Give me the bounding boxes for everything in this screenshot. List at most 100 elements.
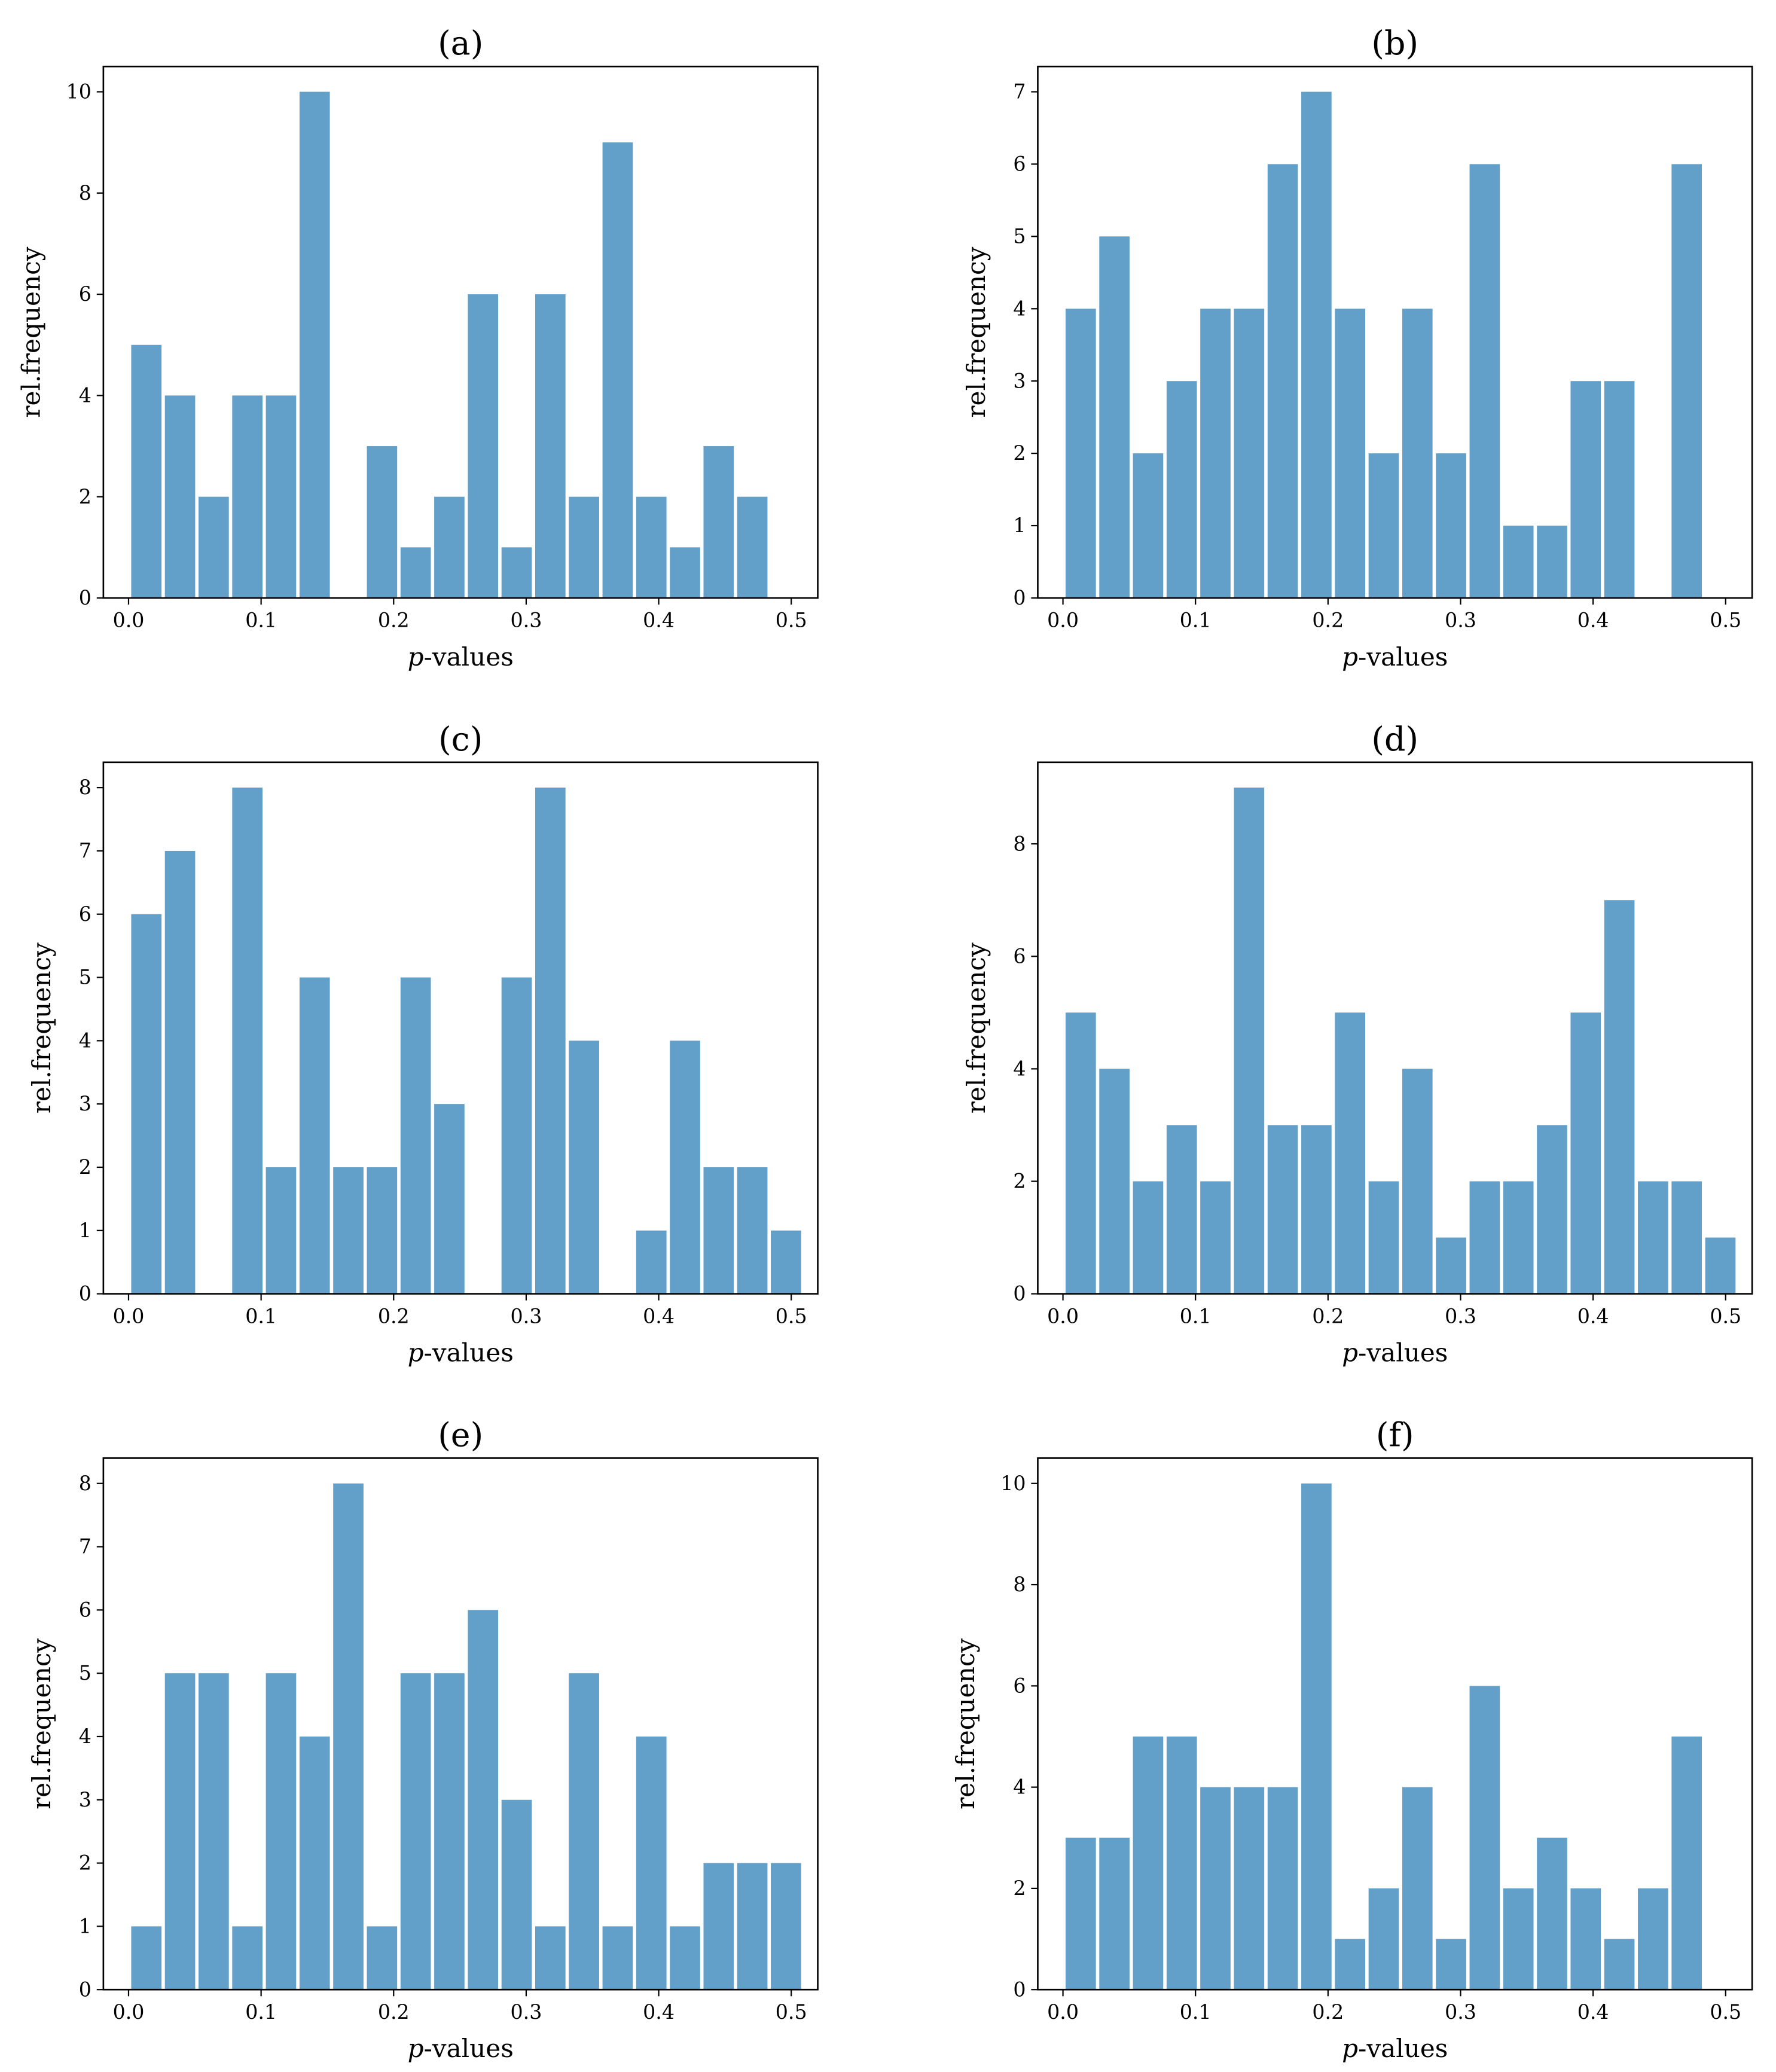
y-tick-label: 5 xyxy=(1013,224,1026,248)
bar xyxy=(1267,1125,1298,1294)
axes-frame xyxy=(1037,65,1753,599)
bar xyxy=(1301,1125,1332,1294)
x-tick-label: 0.1 xyxy=(245,2000,277,2024)
y-tick-label: 6 xyxy=(1013,152,1026,176)
x-tick-label: 0.2 xyxy=(378,609,410,632)
x-tick-label: 0.1 xyxy=(1180,609,1212,632)
bar xyxy=(1133,1181,1164,1294)
bar xyxy=(602,1926,633,1990)
bar xyxy=(1436,453,1466,598)
y-tick-label: 6 xyxy=(79,1598,91,1621)
y-tick-label: 4 xyxy=(79,383,91,407)
bar xyxy=(636,1230,667,1294)
chart-title: (d) xyxy=(1371,721,1418,759)
y-tick-label: 4 xyxy=(79,1725,91,1748)
chart-panel-d: 0.0 0.1 0.2 0.3 0.4 0.5 0 2 4 6 8 (d) p-values rel.fr… xyxy=(962,721,1753,1368)
bar xyxy=(602,142,633,598)
y-tick-label: 10 xyxy=(66,80,91,103)
bar xyxy=(164,395,196,598)
y-tick-label: 2 xyxy=(1013,1170,1026,1193)
chart-title: (c) xyxy=(438,721,483,759)
bar xyxy=(299,1736,330,1990)
x-tick-label: 0.4 xyxy=(643,609,675,632)
y-tick-label: 8 xyxy=(1013,1573,1026,1596)
bar xyxy=(1200,1181,1231,1294)
bar xyxy=(1234,788,1265,1294)
x-tick-label: 0.0 xyxy=(1047,609,1079,632)
y-tick-label: 6 xyxy=(1013,1674,1026,1697)
bar xyxy=(333,1167,364,1294)
x-tick-label: 0.5 xyxy=(776,2000,807,2024)
y-tick-label: 8 xyxy=(79,1472,91,1495)
bar xyxy=(333,1483,364,1990)
bar xyxy=(131,1926,162,1990)
x-tick-label: 0.2 xyxy=(378,2000,410,2024)
bar xyxy=(1570,1012,1601,1294)
chart-title: (a) xyxy=(438,25,483,63)
y-tick-label: 0 xyxy=(1013,586,1026,609)
bar xyxy=(1503,526,1534,598)
chart-panel-f: 0.0 0.1 0.2 0.3 0.4 0.5 0 2 4 6 8 10 (f) p-values rel.… xyxy=(951,1416,1753,2063)
bar xyxy=(1503,1888,1534,1990)
x-tick-label: 0.1 xyxy=(1180,2000,1212,2024)
bar xyxy=(1537,1125,1567,1294)
bar xyxy=(164,850,196,1294)
bar xyxy=(164,1673,196,1990)
bar xyxy=(1166,381,1197,598)
bar xyxy=(1267,1787,1298,1990)
x-axis-label-rest: -values xyxy=(424,2034,514,2063)
x-tick-label: 0.1 xyxy=(245,1304,277,1328)
bar xyxy=(266,1167,297,1294)
bar xyxy=(367,1926,398,1990)
y-tick-label: 6 xyxy=(79,282,91,306)
axes-frame xyxy=(102,65,819,599)
x-tick-label: 0.3 xyxy=(510,609,542,632)
x-tick-label: 0.4 xyxy=(1577,2000,1609,2024)
bar xyxy=(199,1673,229,1990)
y-tick-label: 0 xyxy=(79,586,91,609)
x-tick-label: 0.3 xyxy=(510,1304,542,1328)
y-axis-label: rel.frequency xyxy=(951,1638,980,1809)
bar xyxy=(771,1863,801,1990)
y-tick-label: 0 xyxy=(1013,1282,1026,1305)
y-tick-label: 3 xyxy=(79,1788,91,1811)
bar xyxy=(1301,1483,1332,1990)
bar xyxy=(1503,1181,1534,1294)
x-axis-label-italic: p xyxy=(408,1338,424,1368)
bar xyxy=(1066,1838,1096,1990)
bar xyxy=(501,977,532,1294)
bar xyxy=(1099,236,1130,598)
bar xyxy=(468,1610,499,1990)
x-tick-label: 0.5 xyxy=(776,609,807,632)
x-axis-label-rest: -values xyxy=(424,1338,514,1368)
y-tick-label: 2 xyxy=(1013,1876,1026,1900)
y-tick-label: 8 xyxy=(79,181,91,205)
bar xyxy=(703,1167,734,1294)
x-axis-label-italic: p xyxy=(408,2034,424,2063)
bar xyxy=(636,496,667,598)
y-tick-label: 5 xyxy=(79,1661,91,1685)
y-tick-label: 5 xyxy=(79,966,91,989)
bar xyxy=(1368,453,1399,598)
chart-title: (e) xyxy=(438,1416,483,1454)
y-tick-label: 7 xyxy=(79,839,91,862)
axes-frame xyxy=(1037,761,1753,1295)
bar xyxy=(569,496,599,598)
x-tick-label: 0.5 xyxy=(1710,609,1741,632)
bar xyxy=(131,344,162,598)
bar xyxy=(1099,1069,1130,1294)
x-tick-label: 0.0 xyxy=(113,2000,145,2024)
bar xyxy=(1301,91,1332,598)
x-tick-label: 0.1 xyxy=(245,609,277,632)
bar xyxy=(1368,1888,1399,1990)
bar xyxy=(1671,1736,1702,1990)
bar xyxy=(1671,164,1702,598)
x-axis-label: p-values xyxy=(1342,642,1448,672)
y-tick-label: 4 xyxy=(1013,297,1026,320)
bar xyxy=(1537,1838,1567,1990)
x-axis-label: p-values xyxy=(408,1338,514,1368)
chart-panel-e: 0.0 0.1 0.2 0.3 0.4 0.5 0 1 2 3 4 5 6 7 8 (e) p-values re… xyxy=(27,1416,819,2063)
chart-title: (b) xyxy=(1371,25,1418,63)
x-axis-label: p-values xyxy=(408,642,514,672)
x-axis-label-rest: -values xyxy=(424,642,514,672)
